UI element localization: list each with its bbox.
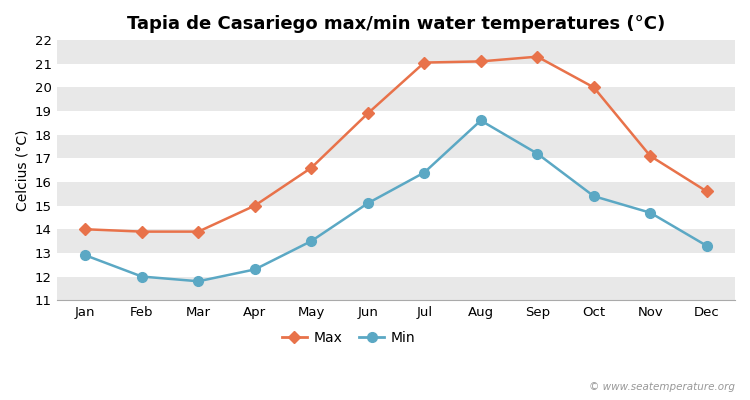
Max <box>702 189 711 194</box>
Bar <box>57 206 735 229</box>
Min <box>476 118 485 123</box>
Max <box>476 59 485 64</box>
Max <box>81 227 90 232</box>
Text: © www.seatemperature.org: © www.seatemperature.org <box>589 382 735 392</box>
Min <box>363 201 372 206</box>
Min <box>702 244 711 248</box>
Bar <box>57 253 735 276</box>
Max <box>646 154 655 158</box>
Min <box>251 267 260 272</box>
Max <box>532 54 542 59</box>
Bar <box>57 111 735 135</box>
Max <box>251 203 260 208</box>
Bar <box>57 229 735 253</box>
Line: Min: Min <box>80 116 712 286</box>
Min <box>532 151 542 156</box>
Legend: Max, Min: Max, Min <box>276 325 422 350</box>
Max <box>137 229 146 234</box>
Bar <box>57 40 735 64</box>
Max <box>194 229 202 234</box>
Min <box>420 170 429 175</box>
Bar <box>57 182 735 206</box>
Min <box>137 274 146 279</box>
Bar <box>57 87 735 111</box>
Line: Max: Max <box>81 52 711 236</box>
Bar <box>57 276 735 300</box>
Min <box>590 194 598 198</box>
Max <box>420 60 429 65</box>
Bar <box>57 158 735 182</box>
Max <box>307 165 316 170</box>
Y-axis label: Celcius (°C): Celcius (°C) <box>15 129 29 211</box>
Title: Tapia de Casariego max/min water temperatures (°C): Tapia de Casariego max/min water tempera… <box>127 15 665 33</box>
Max <box>363 111 372 116</box>
Bar <box>57 135 735 158</box>
Min <box>307 239 316 244</box>
Min <box>81 253 90 258</box>
Max <box>590 85 598 90</box>
Bar <box>57 64 735 87</box>
Min <box>646 210 655 215</box>
Min <box>194 279 202 284</box>
